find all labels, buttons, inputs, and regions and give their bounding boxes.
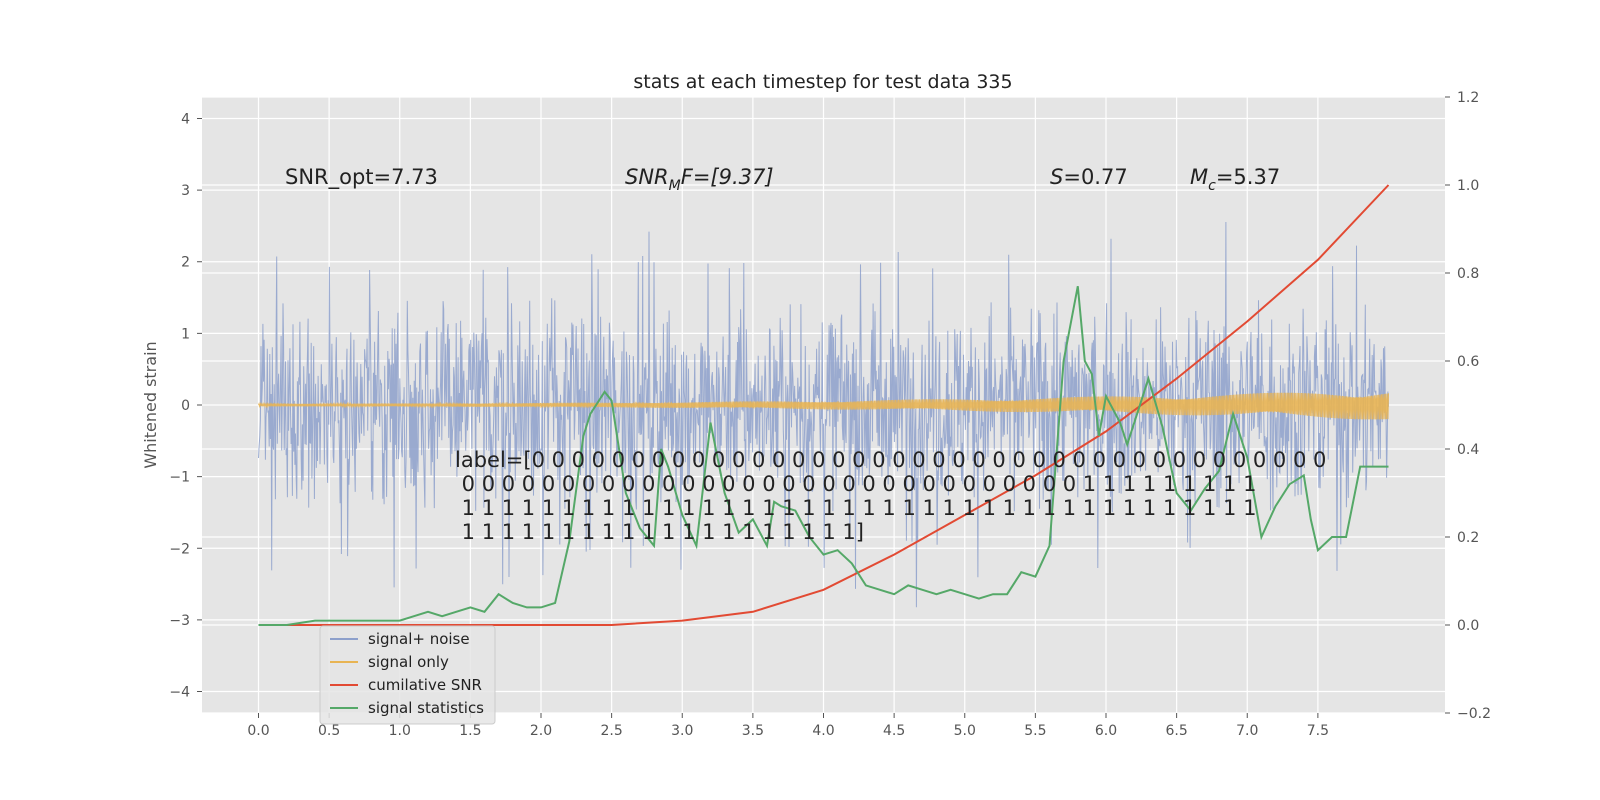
legend-label: signal+ noise — [368, 630, 470, 648]
label-line: 0 0 0 0 0 0 0 0 0 0 0 0 0 0 0 0 0 0 0 0 … — [455, 472, 1256, 496]
y2-tick-label: 0.8 — [1457, 266, 1479, 282]
x-tick-label: 3.0 — [671, 723, 693, 739]
annotation-s: S=0.77 — [1050, 165, 1128, 189]
x-tick-label: 2.0 — [530, 723, 552, 739]
y-axis-label: Whitened strain — [141, 341, 160, 468]
y2-tick-label: 0.2 — [1457, 530, 1479, 546]
legend-label: signal only — [368, 653, 449, 671]
x-tick-label: 7.5 — [1307, 723, 1329, 739]
y2-tick-label: 1.2 — [1457, 90, 1479, 106]
right-axis-series — [258, 184, 1390, 626]
annotation-mc: Mc=5.37 — [1190, 165, 1280, 194]
x-tick-label: 5.5 — [1024, 723, 1046, 739]
y-tick-label: 4 — [181, 111, 190, 127]
x-tick-label: 0.5 — [318, 723, 340, 739]
right-axis-ticks: −0.2 0.0 0.2 0.4 0.6 0.8 1.0 1.2 — [1445, 90, 1491, 722]
legend: signal+ noise signal only cumilative SNR… — [319, 625, 496, 725]
annotation-snr-mf: SNRMF=[9.37] — [625, 165, 774, 194]
x-tick-label: 6.0 — [1095, 723, 1117, 739]
legend-label: cumilative SNR — [368, 676, 482, 694]
x-tick-label: 2.5 — [600, 723, 622, 739]
x-tick-label: 7.0 — [1236, 723, 1258, 739]
left-axis-ticks: −4 −3 −2 −1 0 1 2 3 4 — [169, 111, 202, 701]
y-tick-label: 0 — [181, 398, 190, 414]
x-tick-label: 1.5 — [459, 723, 481, 739]
chart-title: stats at each timestep for test data 335 — [633, 71, 1012, 93]
x-tick-label: 0.0 — [247, 723, 269, 739]
y2-tick-label: 0.0 — [1457, 618, 1479, 634]
y-tick-label: −3 — [169, 613, 190, 629]
y-tick-label: −2 — [169, 541, 190, 557]
y-tick-label: 2 — [181, 255, 190, 271]
label-line: 1 1 1 1 1 1 1 1 1 1 1 1 1 1 1 1 1 1 1 1 … — [455, 496, 1256, 520]
y-tick-label: −4 — [169, 685, 190, 701]
y-tick-label: 3 — [181, 183, 190, 199]
x-tick-label: 4.5 — [883, 723, 905, 739]
y2-tick-label: 0.6 — [1457, 354, 1479, 370]
x-tick-label: 5.0 — [954, 723, 976, 739]
y2-tick-label: −0.2 — [1457, 706, 1491, 722]
signal-noise-series — [258, 221, 1389, 608]
cumulative-snr-line — [258, 184, 1390, 626]
y2-tick-label: 1.0 — [1457, 178, 1479, 194]
legend-box — [319, 625, 496, 725]
x-tick-label: 6.5 — [1165, 723, 1187, 739]
label-line: label=[0 0 0 0 0 0 0 0 0 0 0 0 0 0 0 0 0… — [455, 448, 1326, 472]
y2-tick-label: 0.4 — [1457, 442, 1479, 458]
y-tick-label: −1 — [169, 470, 190, 486]
legend-label: signal statistics — [368, 699, 484, 717]
label-line: 1 1 1 1 1 1 1 1 1 1 1 1 1 1 1 1 1 1 1 1] — [455, 520, 864, 544]
signal-only-line — [258, 392, 1389, 420]
x-tick-label: 3.5 — [742, 723, 764, 739]
signal-only-series — [258, 392, 1389, 420]
annotation-snr-opt: SNR_opt=7.73 — [285, 165, 438, 190]
x-axis-ticks: 0.0 0.5 1.0 1.5 2.0 2.5 3.0 3.5 4.0 4.5 5.0 5.5 6.0 6… — [247, 713, 1329, 739]
noise-line — [258, 221, 1389, 608]
x-tick-label: 1.0 — [389, 723, 411, 739]
x-tick-label: 4.0 — [812, 723, 834, 739]
label-annotation: label=[0 0 0 0 0 0 0 0 0 0 0 0 0 0 0 0 0… — [455, 448, 1326, 544]
signal-statistics-line — [258, 286, 1389, 626]
y-tick-label: 1 — [181, 326, 190, 342]
